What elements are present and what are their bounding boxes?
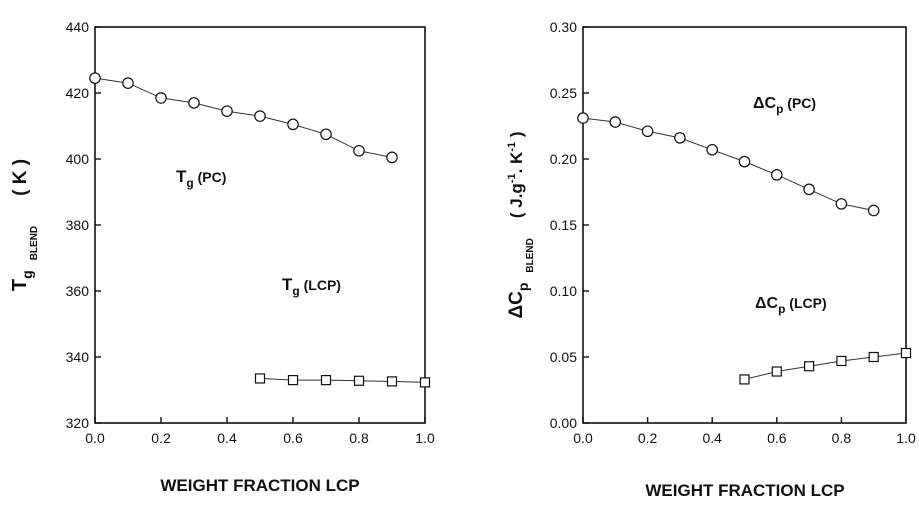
tg-series-0-point-2 [155,92,167,104]
tg-y-axis-label: Tg BLEND ( K ) [9,159,40,291]
tg-chart-marks [89,72,431,388]
tg-x-tick-label-3: 0.6 [283,430,303,446]
dcp-y-axis-label-sub: p [515,283,531,292]
tg-series-1-point-5 [419,377,431,388]
dcp-y-axis-label: ΔCpBLEND( J.g-1. K-1 ) [506,131,536,318]
dcp-y-tick-label-1: 0.05 [550,349,577,365]
dcp-series-0-point-8 [835,198,848,210]
dcp-y-tick-label-4: 0.20 [550,151,577,167]
svg-text:TgBLEND( K ): Tg BLEND ( K ) [9,159,40,291]
dcp-chart-lines [582,117,907,380]
tg-y-tick-label-4: 400 [66,151,90,167]
dcp-chart: 0.0 0.2 0.4 0.6 0.8 1.0 0.00 0.05 0.10 0.15 0.20 0.… [506,19,916,500]
dcp-pc-label: ΔCp (PC) [753,95,816,116]
dcp-y-tick-label-3: 0.15 [550,217,577,233]
dcp-y-axis-label-unit-sup2: -1 [506,142,518,152]
dcp-y-axis-label-main: ΔC [506,291,527,319]
tg-series-1-point-0 [254,373,266,384]
dcp-y-axis-label-unit-sup1: -1 [506,173,518,183]
dcp-series-0-point-9 [867,204,880,217]
dcp-series-1-point-4 [868,351,879,363]
tg-series-0-point-6 [287,118,299,131]
tg-series-0-point-5 [254,110,266,122]
tg-x-tick-label-0: 0.0 [85,430,105,446]
dcp-series-0-point-1 [609,116,622,128]
tg-series-0-point-8 [353,144,365,157]
tg-chart-lines [94,77,426,383]
dcp-series-1-point-2 [803,361,815,372]
dcp-lcp-label: ΔCp (LCP) [755,295,827,316]
dcp-series-0-point-2 [641,125,654,138]
tg-x-tick-label-2: 0.4 [217,430,237,446]
tg-lcp-label: Tg (LCP) [282,275,341,298]
dcp-y-tick-label-0: 0.00 [550,415,577,431]
tg-chart-ticks: 0.0 0.2 0.4 0.6 0.8 1.0 320 340 360 380 400 420 440 [66,19,435,446]
dcp-chart-ticks: 0.0 0.2 0.4 0.6 0.8 1.0 0.00 0.05 0.10 0.15 0.20 0.… [550,19,916,446]
dcp-y-axis-label-unit-pre: ( J.g [507,183,526,218]
tg-series-0-point-0 [89,72,101,84]
tg-series-1-point-3 [353,375,365,386]
dcp-series-1-line [744,352,907,380]
dcp-series-0-point-0 [577,112,589,124]
dcp-x-axis-label: WEIGHT FRACTION LCP [645,481,844,500]
dcp-y-axis-label-unit-post: ) [507,131,526,141]
dcp-x-tick-label-4: 0.8 [832,430,852,446]
tg-y-axis-label-subsub: BLEND [29,226,40,260]
tg-x-axis-label: WEIGHT FRACTION LCP [160,476,359,495]
tg-y-tick-label-2: 360 [66,283,90,299]
tg-y-axis-label-main: T [9,279,31,291]
tg-y-tick-label-5: 420 [66,85,90,101]
dcp-series-0-point-6 [770,169,783,181]
dcp-series-0-point-4 [706,143,718,156]
tg-series-1-line [259,377,426,383]
dcp-series-1-point-0 [739,374,750,385]
dcp-x-tick-label-0: 0.0 [573,430,593,446]
dcp-y-tick-label-2: 0.10 [550,283,577,299]
tg-y-axis-label-unit: ( K ) [10,159,31,196]
tg-series-0-point-4 [221,105,233,117]
dcp-chart-marks [577,112,912,385]
tg-y-tick-label-3: 380 [66,217,90,233]
tg-series-1-point-4 [386,376,398,387]
tg-chart-frame [94,26,426,424]
tg-series-0-point-3 [188,97,200,109]
tg-y-tick-label-0: 320 [66,415,90,431]
tg-series-0-point-9 [386,151,398,164]
dcp-series-0-point-5 [738,155,751,168]
tg-x-tick-label-4: 0.8 [349,430,369,446]
dcp-x-tick-label-5: 1.0 [896,430,916,446]
tg-x-tick-label-1: 0.2 [151,430,171,446]
tg-pc-label: Tg (PC) [176,167,226,190]
dcp-series-1-point-1 [771,366,782,377]
dcp-series-0-point-7 [803,183,815,196]
dcp-y-tick-label-6: 0.30 [550,19,577,35]
tg-series-1-point-2 [320,375,332,386]
tg-y-axis-label-sub: g [19,270,35,279]
tg-y-tick-label-1: 340 [66,349,90,365]
dcp-series-0-point-3 [674,132,686,144]
dcp-x-tick-label-2: 0.4 [702,430,722,446]
dcp-y-axis-label-unit-mid: . K [507,151,526,173]
tg-series-0-point-7 [320,128,332,141]
dcp-x-tick-label-1: 0.2 [638,430,658,446]
dcp-y-tick-label-5: 0.25 [550,85,577,101]
tg-series-1-point-1 [287,375,299,386]
dcp-chart-frame [582,26,907,424]
dcp-x-tick-label-3: 0.6 [767,430,787,446]
dcp-series-1-point-5 [900,347,912,359]
tg-y-tick-label-6: 440 [66,19,90,35]
dcp-y-axis-label-subsub: BLEND [525,238,536,272]
tg-series-0-line [94,77,393,158]
tg-chart: 0.0 0.2 0.4 0.6 0.8 1.0320340360380400420440 … [9,19,435,495]
dcp-series-1-point-3 [836,355,847,367]
tg-x-tick-label-5: 1.0 [415,430,435,446]
svg-text:ΔCpBLEND( J.g-1. K-1 ): ΔCpBLEND( J.g-1. K-1 ) [506,131,536,318]
dcp-series-0-line [582,117,874,211]
tg-series-0-point-1 [122,77,134,89]
